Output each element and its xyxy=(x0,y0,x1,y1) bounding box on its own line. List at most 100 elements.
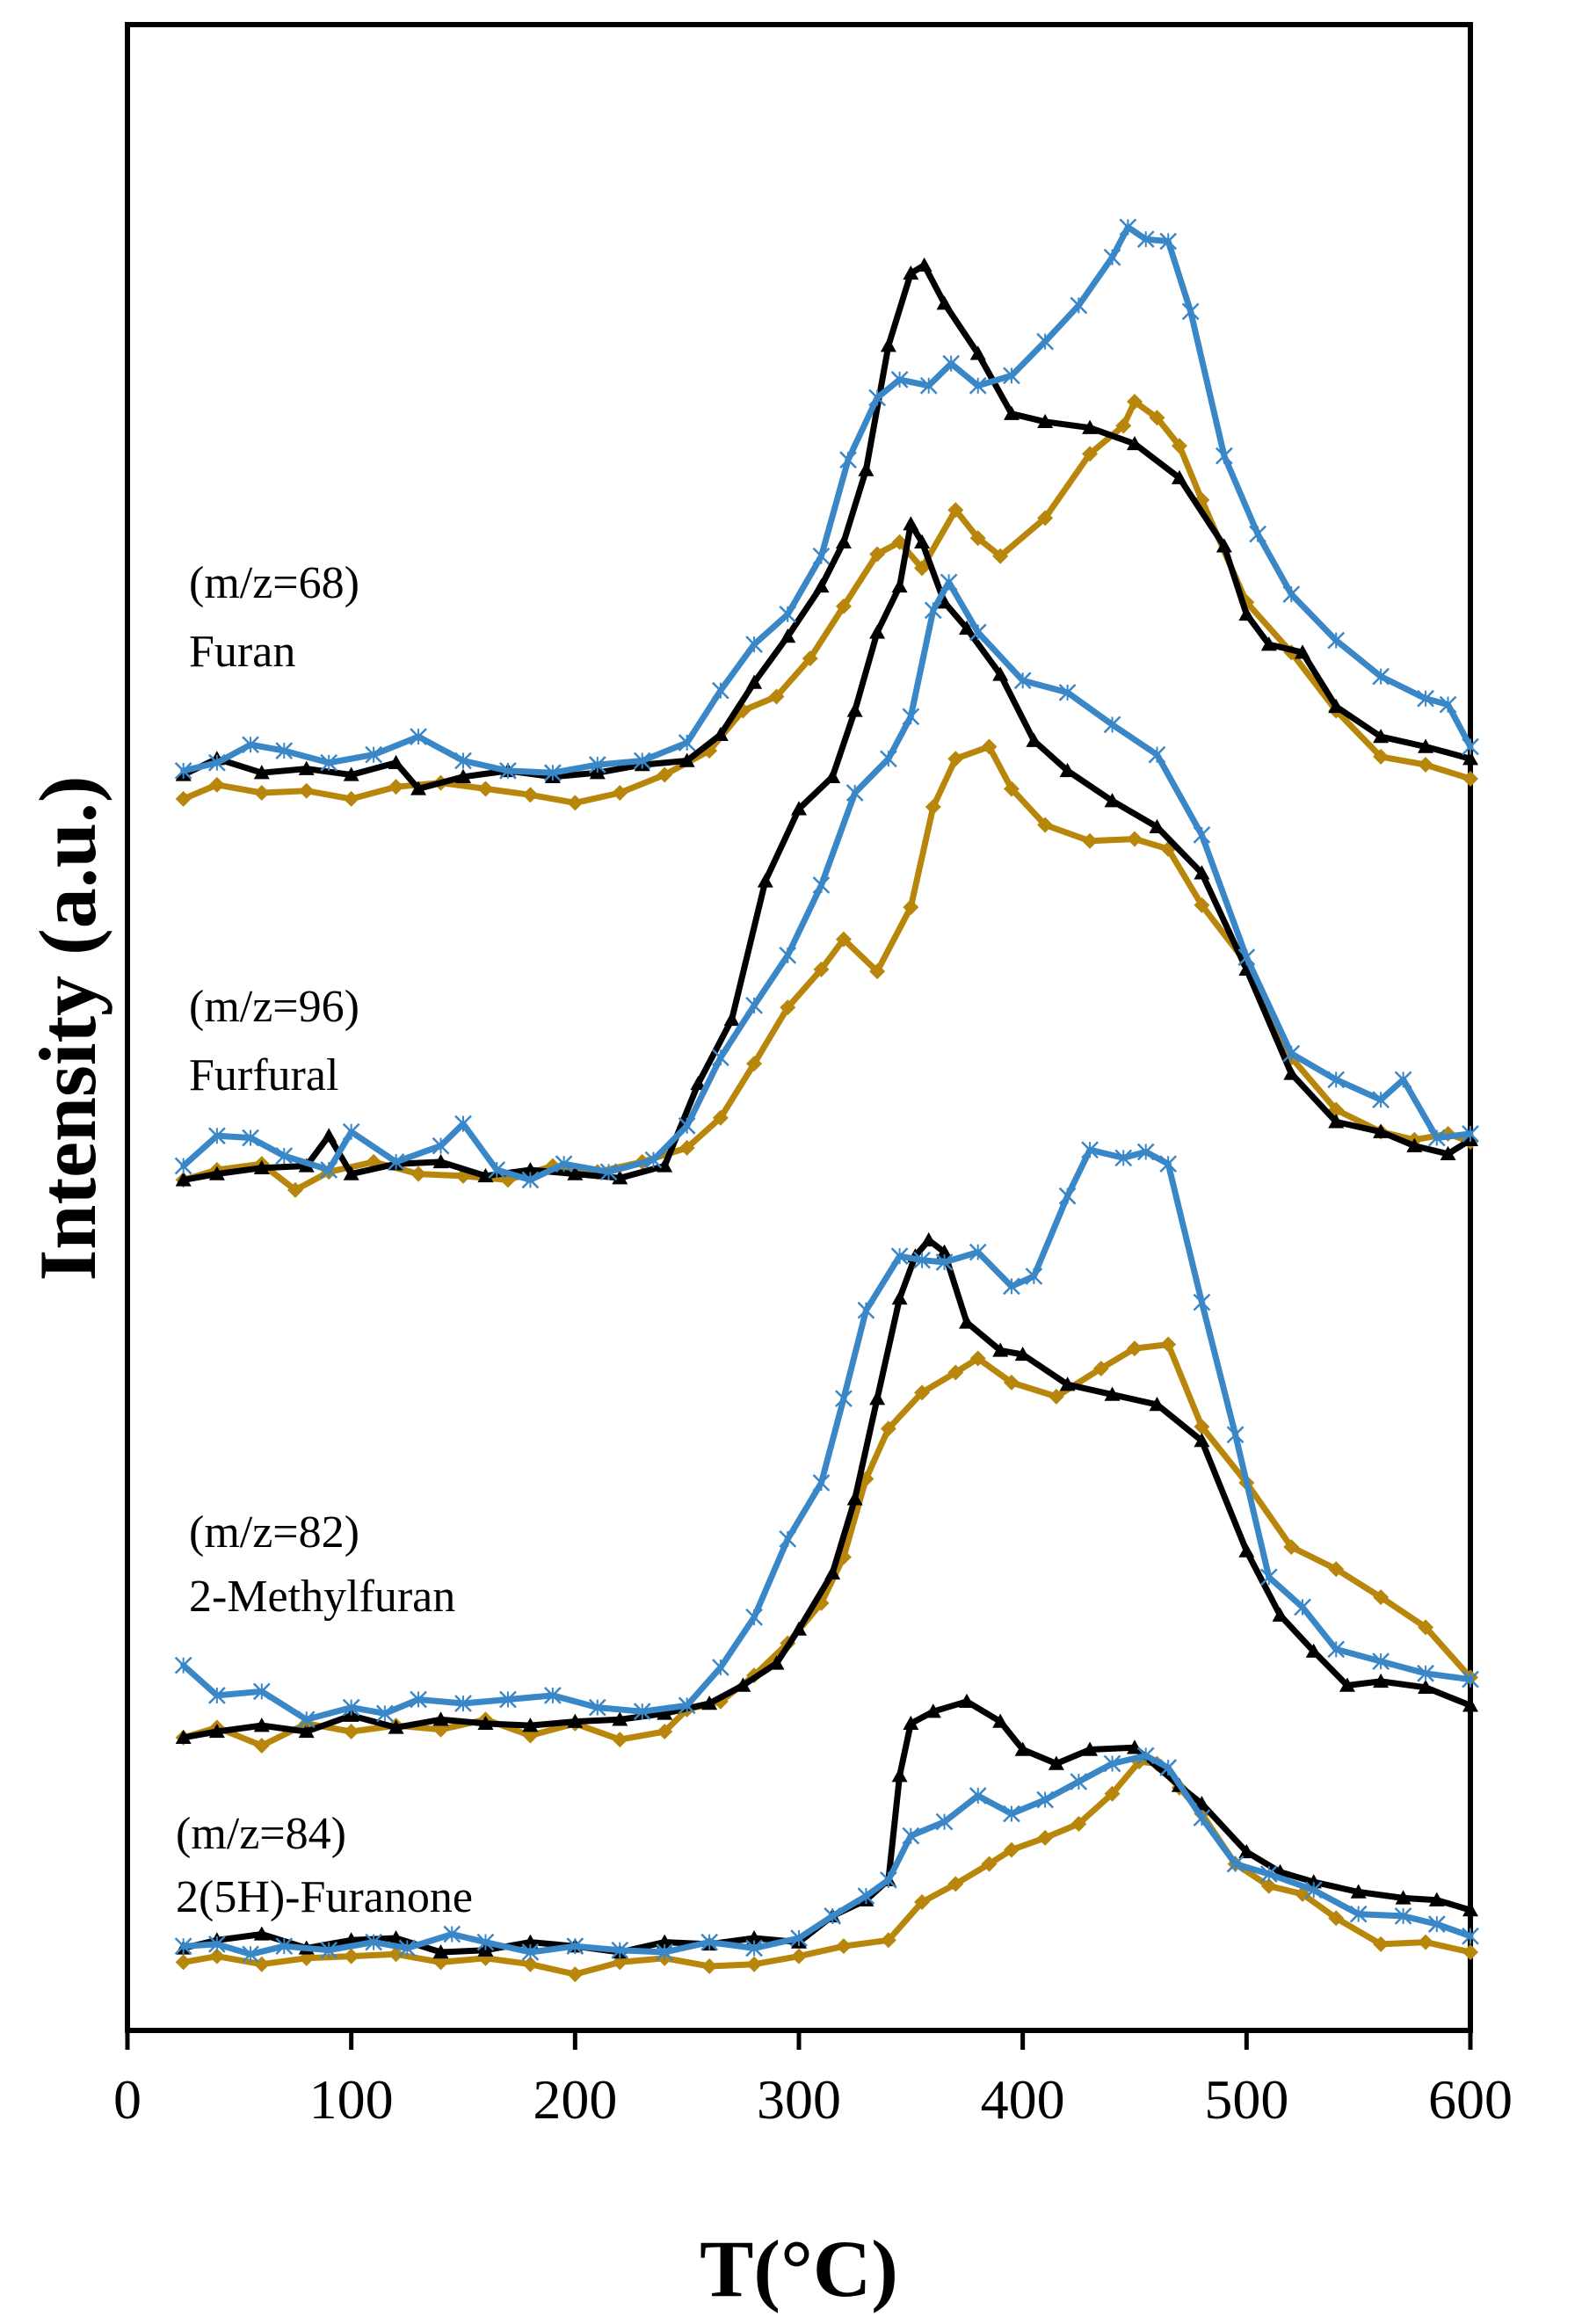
data-point-marker xyxy=(1003,1805,1020,1823)
data-point-marker xyxy=(857,1301,875,1319)
data-point-marker xyxy=(1417,689,1434,708)
data-point-marker xyxy=(1037,1829,1054,1846)
data-point-marker xyxy=(890,1247,909,1266)
data-point-marker xyxy=(1349,1905,1368,1923)
data-point-marker xyxy=(790,1929,808,1947)
x-tick-label: 600 xyxy=(1428,2068,1513,2131)
data-point-marker xyxy=(858,461,874,476)
data-point-marker xyxy=(543,1687,562,1704)
data-point-marker xyxy=(1418,1934,1434,1950)
data-point-marker xyxy=(891,1768,908,1783)
data-point-marker xyxy=(612,1711,628,1726)
data-point-marker xyxy=(566,1937,584,1956)
data-point-marker xyxy=(1259,1568,1278,1587)
data-point-marker xyxy=(969,376,987,395)
data-point-marker xyxy=(914,1893,931,1910)
data-point-marker xyxy=(1159,1759,1178,1776)
data-point-marker xyxy=(857,1887,875,1905)
data-point-marker xyxy=(612,785,628,802)
data-point-marker xyxy=(678,1696,696,1715)
data-point-marker xyxy=(656,1943,674,1961)
data-point-marker xyxy=(935,1253,954,1271)
data-point-marker xyxy=(242,1129,259,1147)
data-point-marker xyxy=(920,1231,937,1247)
data-point-marker xyxy=(175,790,192,807)
data-point-marker xyxy=(700,1933,719,1951)
series-line-diamond xyxy=(175,394,1478,811)
data-point-marker xyxy=(454,752,472,770)
data-point-marker xyxy=(1395,1890,1411,1905)
data-point-marker xyxy=(644,1151,663,1169)
data-point-marker xyxy=(947,502,964,519)
data-point-marker xyxy=(298,782,315,799)
data-point-marker xyxy=(253,785,270,802)
data-point-marker xyxy=(1418,1619,1434,1636)
data-point-marker xyxy=(1059,762,1076,778)
data-point-marker xyxy=(1327,1071,1346,1089)
data-point-marker xyxy=(522,1934,539,1949)
data-point-marker xyxy=(1439,695,1457,714)
data-point-marker xyxy=(1350,1884,1367,1899)
data-point-marker xyxy=(343,766,359,781)
data-point-marker xyxy=(835,598,852,614)
data-point-marker xyxy=(567,1713,584,1728)
data-point-marker xyxy=(1092,1360,1109,1376)
data-point-marker xyxy=(567,1966,584,1983)
data-point-marker xyxy=(1159,232,1178,251)
data-point-marker xyxy=(1406,1137,1423,1152)
data-point-marker xyxy=(1193,1293,1211,1311)
data-point-marker xyxy=(477,781,494,797)
data-point-marker xyxy=(476,1933,495,1951)
data-point-marker xyxy=(1327,1640,1346,1659)
data-point-marker xyxy=(1272,1607,1288,1622)
data-point-marker xyxy=(1127,1739,1143,1754)
data-point-marker xyxy=(791,801,807,816)
data-point-marker xyxy=(1160,1336,1177,1353)
data-point-marker xyxy=(992,1342,1009,1357)
data-point-marker xyxy=(969,1787,987,1805)
data-point-marker xyxy=(1373,1589,1390,1606)
data-point-marker xyxy=(903,516,919,531)
data-point-marker xyxy=(253,1737,270,1754)
data-point-marker xyxy=(1194,1433,1210,1448)
data-point-marker xyxy=(947,1876,964,1892)
y-axis-title: Intensity (a.u.) xyxy=(23,775,112,1281)
data-point-marker xyxy=(287,1181,303,1198)
series-line-star xyxy=(174,573,1479,1189)
data-point-marker xyxy=(1003,367,1020,385)
data-point-marker xyxy=(1026,732,1042,747)
data-point-marker xyxy=(208,1723,225,1739)
data-point-marker xyxy=(1149,410,1165,426)
data-point-marker xyxy=(365,745,383,764)
data-point-marker xyxy=(813,577,830,593)
data-point-marker xyxy=(174,762,192,780)
data-point-marker xyxy=(1305,1643,1322,1658)
data-point-marker xyxy=(1237,948,1256,967)
data-point-marker xyxy=(891,534,908,550)
data-point-marker xyxy=(208,1166,225,1180)
x-axis-ticks xyxy=(125,2030,1473,2050)
data-point-marker xyxy=(1462,1670,1479,1689)
data-point-marker xyxy=(1037,510,1054,527)
data-point-marker xyxy=(555,1155,573,1173)
data-point-marker xyxy=(521,1943,540,1961)
series-line-star xyxy=(174,1141,1479,1729)
series-line-triangle xyxy=(175,1231,1478,1745)
panel-mz-label: (m/z=84) xyxy=(176,1809,346,1859)
data-point-marker xyxy=(891,577,908,593)
data-point-marker xyxy=(1149,818,1165,833)
data-point-marker xyxy=(1394,1071,1412,1089)
data-point-marker xyxy=(757,873,773,888)
data-point-marker xyxy=(521,1171,540,1189)
data-point-marker xyxy=(981,1856,998,1872)
series-line-star xyxy=(174,1747,1479,1964)
data-point-marker xyxy=(992,666,1009,681)
data-point-marker xyxy=(174,1656,192,1674)
data-point-marker xyxy=(879,750,897,768)
data-point-marker xyxy=(1328,1114,1345,1129)
panel-compound-label: Furan xyxy=(189,627,295,677)
data-point-marker xyxy=(1372,667,1390,686)
series-path xyxy=(180,1341,1474,1749)
data-point-marker xyxy=(1003,1277,1020,1296)
data-point-marker xyxy=(1058,1187,1077,1205)
